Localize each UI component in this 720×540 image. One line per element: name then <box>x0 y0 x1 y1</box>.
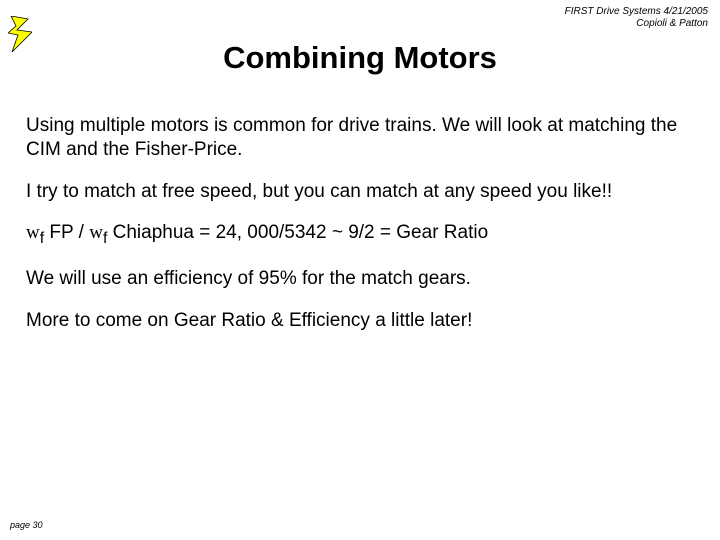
paragraph-3: wf FP / wf Chiaphua = 24, 000/5342 ~ 9/2… <box>26 221 694 249</box>
page-number: page 30 <box>10 520 43 530</box>
paragraph-2: I try to match at free speed, but you ca… <box>26 180 694 204</box>
p3-suffix: Chiaphua = 24, 000/5342 ~ 9/2 = Gear Rat… <box>107 222 488 243</box>
paragraph-1: Using multiple motors is common for driv… <box>26 114 694 162</box>
header-line-1: FIRST Drive Systems 4/21/2005 <box>565 6 708 18</box>
slide-title: Combining Motors <box>0 40 720 76</box>
paragraph-4: We will use an efficiency of 95% for the… <box>26 267 694 291</box>
paragraph-5: More to come on Gear Ratio & Efficiency … <box>26 309 694 333</box>
omega-1: w <box>26 222 40 243</box>
p3-prefix: FP / <box>44 222 89 243</box>
header-line-2: Copioli & Patton <box>565 18 708 30</box>
slide-body: Using multiple motors is common for driv… <box>26 114 694 350</box>
header-meta: FIRST Drive Systems 4/21/2005 Copioli & … <box>565 6 708 29</box>
omega-2: w <box>89 222 103 243</box>
